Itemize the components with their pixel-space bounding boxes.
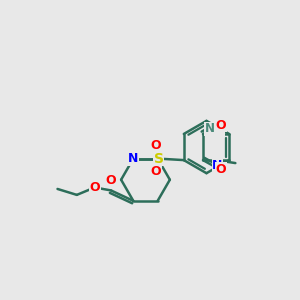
Text: N: N [128,152,139,165]
Text: O: O [150,139,161,152]
Text: O: O [150,166,161,178]
Text: O: O [215,163,226,176]
Text: N: N [212,159,223,172]
Text: S: S [154,152,164,166]
Text: O: O [89,181,100,194]
Text: O: O [105,174,116,188]
Text: O: O [215,118,226,131]
Text: NH: NH [205,122,224,135]
